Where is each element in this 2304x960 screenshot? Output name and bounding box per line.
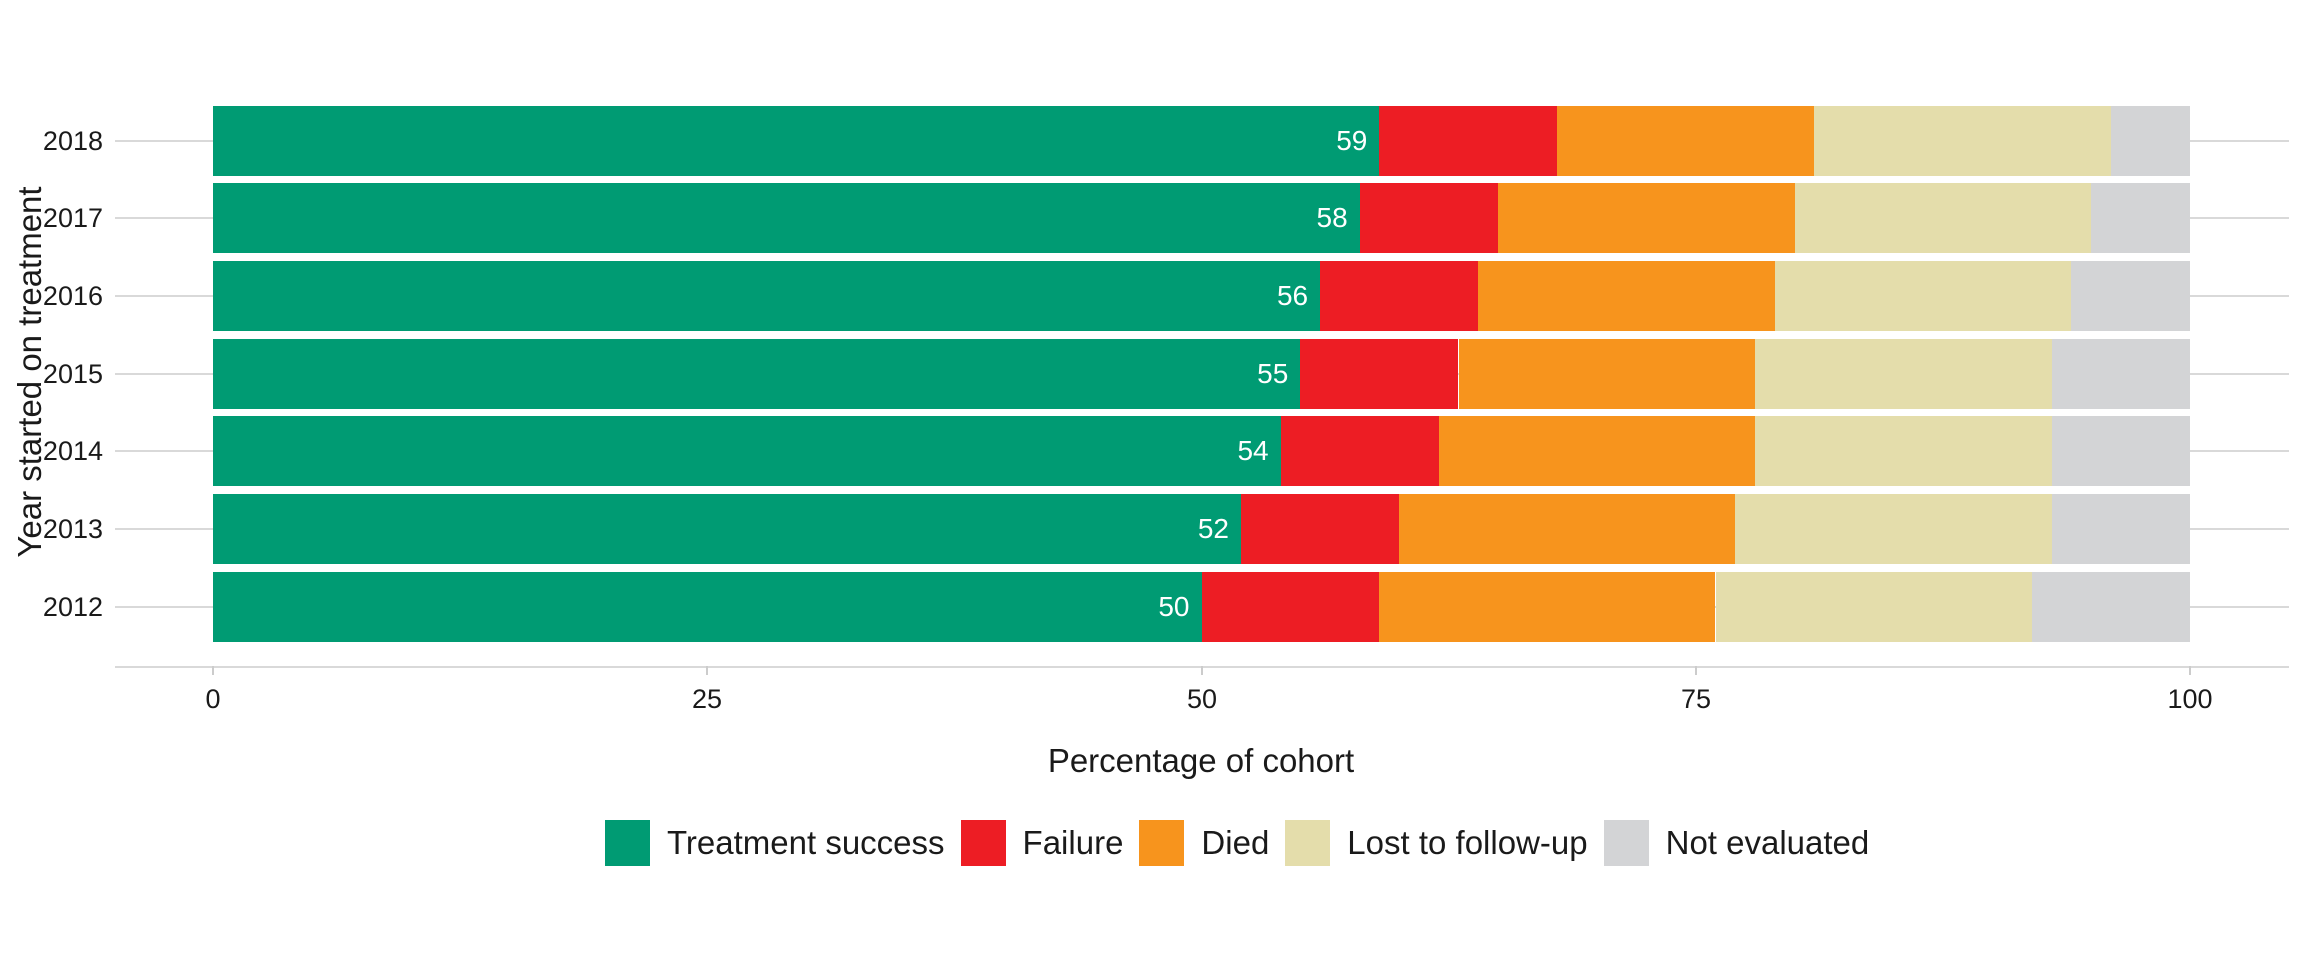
bar-segment-died-2013 [1399,494,1736,564]
bar-segment-lost-to-follow-up-2013 [1735,494,2052,564]
x-tick-50 [1201,666,1203,675]
y-tick-label-2018: 2018 [42,126,103,156]
legend-swatch-icon [960,820,1006,866]
x-tick-label-50: 50 [1186,684,1218,714]
y-tick-label-2015: 2015 [42,359,103,389]
y-tick-label-2017: 2017 [42,203,103,233]
bar-segment-failure-2013 [1241,494,1400,564]
bar-segment-treatment-success-2015 [213,339,1301,409]
legend-swatch-icon [605,820,650,866]
legend-item-treatment-success: Treatment success [605,820,945,866]
bar-row-2017: 58 [213,183,2190,253]
bar-segment-lost-to-follow-up-2016 [1774,261,2072,331]
y-axis-title: Year started on treatment [11,186,48,558]
bar-value-label-2012: 50 [1158,591,1190,622]
legend-swatch-icon [1139,820,1185,866]
bar-row-2015: 55 [213,339,2190,409]
bar-value-label-2018: 59 [1336,125,1368,156]
x-tick-75 [1695,666,1697,675]
bar-segment-treatment-success-2017 [213,183,1360,253]
bar-segment-not-evaluated-2015 [2051,339,2190,409]
legend: Treatment success Failure Died Lost to foll… [605,820,1885,866]
y-tick-label-2012: 2012 [42,592,103,622]
y-tick-label-2016: 2016 [42,281,103,311]
legend-item-died: Died [1139,820,1269,866]
x-tick-label-0: 0 [205,684,221,714]
bar-row-2016: 56 [213,261,2190,331]
bar-segment-not-evaluated-2016 [2071,261,2190,331]
bar-segment-treatment-success-2013 [213,494,1241,564]
bar-segment-not-evaluated-2018 [2110,106,2190,176]
bar-segment-treatment-success-2018 [213,106,1380,176]
bar-segment-failure-2015 [1300,339,1459,409]
bar-segment-died-2018 [1557,106,1815,176]
legend-label: Failure [1022,824,1124,861]
bar-segment-died-2017 [1498,183,1795,253]
bar-segment-failure-2017 [1359,183,1499,253]
bar-segment-not-evaluated-2013 [2051,494,2190,564]
bar-segment-died-2016 [1478,261,1775,331]
bar-segment-failure-2012 [1201,572,1380,642]
bar-segment-failure-2016 [1320,261,1479,331]
bar-segment-died-2015 [1458,339,1756,409]
bar-value-label-2017: 58 [1316,202,1348,233]
bar-segment-died-2012 [1379,572,1716,642]
bar-segment-not-evaluated-2014 [2051,416,2190,486]
x-tick-0 [212,666,214,675]
legend-swatch-icon [1603,820,1649,866]
bar-segment-lost-to-follow-up-2014 [1755,416,2052,486]
x-tick-label-75: 75 [1680,684,1712,714]
bar-value-label-2014: 54 [1237,435,1269,466]
bar-row-2013: 52 [213,494,2190,564]
bar-segment-treatment-success-2014 [213,416,1281,486]
bar-segment-treatment-success-2012 [213,572,1202,642]
y-tick-label-2013: 2013 [42,514,103,544]
legend-item-lost-to-follow-up: Lost to follow-up [1285,820,1588,866]
bar-row-2014: 54 [213,416,2190,486]
bar-value-label-2015: 55 [1257,358,1289,389]
bar-segment-treatment-success-2016 [213,261,1321,331]
legend-label: Lost to follow-up [1347,824,1588,861]
bar-segment-lost-to-follow-up-2015 [1755,339,2052,409]
legend-item-not-evaluated: Not evaluated [1603,820,1870,866]
bar-segment-not-evaluated-2017 [2091,183,2190,253]
bar-value-label-2016: 56 [1276,280,1309,311]
bar-row-2018: 59 [213,106,2190,176]
legend-label: Not evaluated [1665,824,1870,861]
legend-label: Died [1201,824,1270,861]
bar-segment-died-2014 [1438,416,1755,486]
bar-segment-lost-to-follow-up-2018 [1814,106,2111,176]
legend-label: Treatment success [667,824,945,861]
x-tick-100 [2189,666,2191,675]
bar-segment-lost-to-follow-up-2012 [1715,572,2032,642]
x-axis-title: Percentage of cohort [1047,742,1355,779]
y-tick-label-2014: 2014 [42,436,103,466]
bar-segment-failure-2014 [1280,416,1439,486]
bar-segment-lost-to-follow-up-2017 [1794,183,2092,253]
bar-value-label-2013: 52 [1197,513,1229,544]
legend-swatch-icon [1285,820,1331,866]
legend-item-failure: Failure [960,820,1124,866]
bar-row-2012: 50 [213,572,2190,642]
x-tick-25 [706,666,708,675]
x-tick-label-25: 25 [691,684,723,714]
bar-segment-failure-2018 [1379,106,1558,176]
x-tick-label-100: 100 [2167,684,2213,714]
bar-segment-not-evaluated-2012 [2031,572,2190,642]
